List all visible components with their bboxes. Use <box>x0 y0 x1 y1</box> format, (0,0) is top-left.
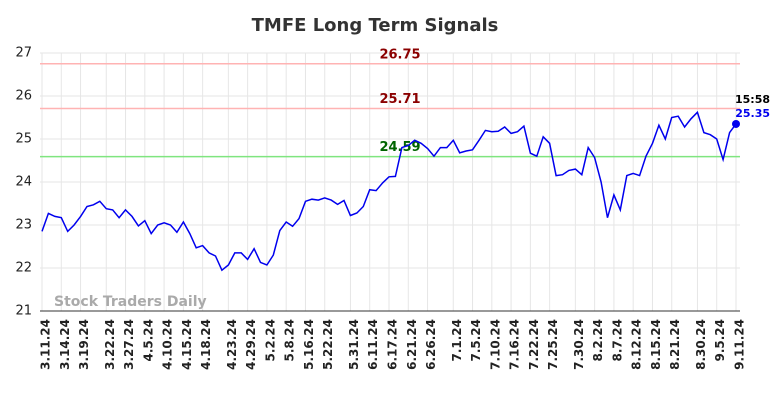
y-tick-label: 26 <box>15 89 32 104</box>
x-tick-label: 9.5.24 <box>713 319 727 362</box>
last-value: 25.35 <box>735 107 770 120</box>
x-tick-label: 6.26.24 <box>424 319 438 370</box>
x-tick-label: 3.22.24 <box>103 319 117 370</box>
x-tick-label: 5.8.24 <box>283 319 297 362</box>
x-tick-label: 3.19.24 <box>77 319 91 370</box>
x-tick-label: 4.10.24 <box>161 319 175 370</box>
price-line <box>41 110 737 272</box>
x-tick-label: 7.1.24 <box>450 319 464 362</box>
x-tick-label: 3.11.24 <box>39 319 53 370</box>
x-tick-label: 6.21.24 <box>405 319 419 370</box>
x-tick-label: 7.22.24 <box>527 319 541 370</box>
x-tick-label: 4.15.24 <box>180 319 194 370</box>
x-tick-label: 4.18.24 <box>199 319 213 370</box>
x-tick-label: 6.17.24 <box>386 319 400 370</box>
x-tick-label: 5.2.24 <box>263 319 277 362</box>
x-tick-label: 9.11.24 <box>733 319 747 370</box>
y-tick-label: 21 <box>15 304 32 319</box>
last-point <box>732 119 740 128</box>
signal-level-label: 26.75 <box>379 47 420 62</box>
y-tick-label: 22 <box>15 261 32 276</box>
x-tick-label: 4.29.24 <box>244 319 258 370</box>
x-tick-label: 8.21.24 <box>668 319 682 370</box>
x-tick-label: 3.27.24 <box>122 319 136 370</box>
x-tick-label: 6.11.24 <box>366 319 380 370</box>
x-tick-label: 7.10.24 <box>488 319 502 370</box>
chart-title: TMFE Long Term Signals <box>252 15 499 36</box>
x-tick-label: 8.7.24 <box>610 319 624 362</box>
y-tick-label: 25 <box>15 132 32 147</box>
x-tick-label: 8.15.24 <box>649 319 663 370</box>
x-tick-label: 8.30.24 <box>694 319 708 370</box>
y-tick-label: 27 <box>15 46 32 61</box>
watermark: Stock Traders Daily <box>54 294 207 310</box>
x-tick-label: 8.2.24 <box>591 319 605 362</box>
signal-level-label: 25.71 <box>379 92 420 107</box>
x-tick-label: 4.23.24 <box>225 319 239 370</box>
y-tick-label: 23 <box>15 218 32 233</box>
y-tick-label: 24 <box>15 175 32 190</box>
x-tick-label: 7.16.24 <box>508 319 522 370</box>
last-time: 15:58 <box>735 93 770 106</box>
x-tick-label: 7.30.24 <box>572 319 586 370</box>
x-tick-label: 5.16.24 <box>302 319 316 370</box>
x-tick-label: 7.25.24 <box>546 319 560 370</box>
x-tick-label: 3.14.24 <box>58 319 72 370</box>
x-tick-label: 7.5.24 <box>469 319 483 362</box>
x-tick-label: 5.22.24 <box>321 319 335 370</box>
x-tick-label: 4.5.24 <box>141 319 155 362</box>
x-tick-label: 8.12.24 <box>630 319 644 370</box>
x-tick-label: 5.31.24 <box>347 319 361 370</box>
